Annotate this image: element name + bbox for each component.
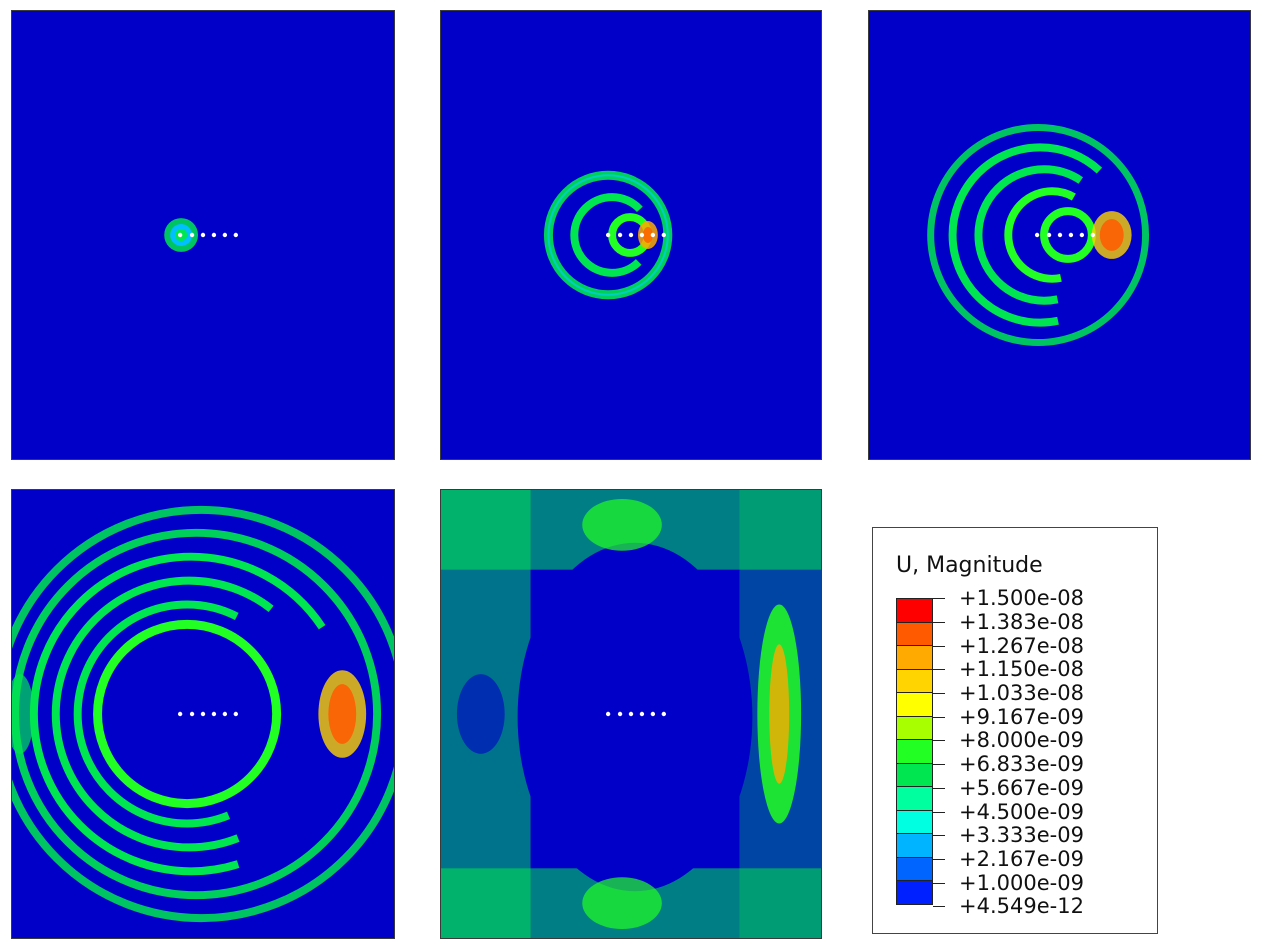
legend-swatch (896, 809, 933, 833)
legend-swatch (896, 880, 933, 905)
legend-row: +1.033e-08 (933, 682, 1084, 706)
color-legend: U, Magnitude +1.500e-08 +1.383e-08 +1.267e… (872, 527, 1158, 934)
legend-swatch (896, 786, 933, 810)
legend-value: +1.000e-09 (959, 870, 1084, 895)
legend-value: +8.000e-09 (959, 728, 1084, 753)
legend-row: +1.500e-08 (933, 587, 1084, 611)
contour-panel-step-1 (11, 10, 395, 460)
contour-panel-step-2 (440, 10, 822, 460)
contour-panel-step-4 (11, 489, 395, 939)
legend-title: U, Magnitude (896, 553, 1043, 578)
legend-value: +2.167e-09 (959, 846, 1084, 871)
legend-tick (933, 669, 945, 671)
legend-swatch (896, 739, 933, 763)
legend-tick (933, 811, 945, 813)
legend-value: +9.167e-09 (959, 704, 1084, 729)
legend-tick (933, 645, 945, 647)
legend-value: +1.500e-08 (959, 586, 1084, 611)
wave-field-plot (441, 490, 821, 938)
legend-value: +4.549e-12 (959, 894, 1084, 919)
legend-tick (933, 858, 945, 860)
legend-row: +1.267e-08 (933, 634, 1084, 658)
legend-tick (933, 882, 945, 884)
wave-field-plot (12, 505, 394, 923)
contour-panel-step-3 (868, 10, 1251, 460)
legend-swatch (896, 715, 933, 739)
legend-tick (933, 764, 945, 766)
legend-tick (933, 716, 945, 718)
legend-row: +1.000e-09 (933, 871, 1084, 895)
legend-value: +6.833e-09 (959, 752, 1084, 777)
legend-value: +1.033e-08 (959, 681, 1084, 706)
legend-tick (933, 693, 945, 695)
legend-swatch (896, 833, 933, 857)
legend-row: +6.833e-09 (933, 753, 1084, 777)
legend-swatch (896, 598, 933, 622)
legend-value-labels: +1.500e-08 +1.383e-08 +1.267e-08 +1.150e-08… (933, 587, 1084, 919)
legend-value: +4.500e-09 (959, 799, 1084, 824)
legend-swatch (896, 668, 933, 692)
legend-row: +5.667e-09 (933, 777, 1084, 801)
legend-row: +4.549e-12 (933, 895, 1084, 919)
wave-field-plot (164, 218, 239, 252)
legend-swatch (896, 692, 933, 716)
legend-row: +9.167e-09 (933, 705, 1084, 729)
legend-tick (933, 906, 945, 908)
legend-swatch (896, 856, 933, 880)
legend-swatch (896, 645, 933, 669)
legend-row: +3.333e-09 (933, 824, 1084, 848)
legend-row: +4.500e-09 (933, 800, 1084, 824)
legend-swatch (896, 762, 933, 786)
legend-row: +1.150e-08 (933, 658, 1084, 682)
legend-value: +1.383e-08 (959, 610, 1084, 635)
legend-color-bar (896, 598, 933, 905)
legend-row: +8.000e-09 (933, 729, 1084, 753)
wave-field-plot (927, 123, 1150, 347)
legend-value: +1.150e-08 (959, 657, 1084, 682)
legend-tick (933, 740, 945, 742)
legend-swatch (896, 621, 933, 645)
wave-field-plot (543, 170, 673, 300)
contour-panel-step-5 (440, 489, 822, 939)
legend-row: +1.383e-08 (933, 611, 1084, 635)
legend-tick (933, 787, 945, 789)
legend-value: +5.667e-09 (959, 775, 1084, 800)
legend-tick (933, 622, 945, 624)
legend-tick (933, 598, 945, 600)
legend-row: +2.167e-09 (933, 848, 1084, 872)
legend-tick (933, 835, 945, 837)
legend-value: +1.267e-08 (959, 633, 1084, 658)
legend-value: +3.333e-09 (959, 823, 1084, 848)
